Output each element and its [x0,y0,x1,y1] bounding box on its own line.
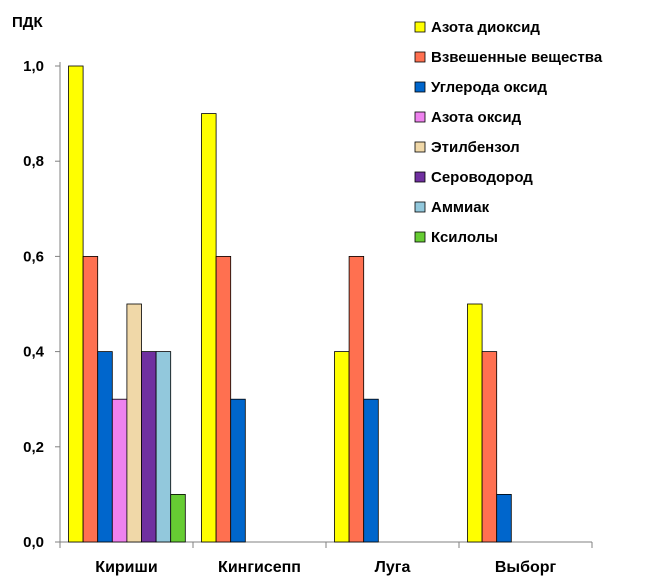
legend-swatch [414,231,426,243]
legend-swatch [414,111,426,123]
bars [68,65,512,543]
axes: 0,0 0,2 0,4 0,6 0,8 1,0 Кириши Кингисепп Луга Выб… [23,58,593,576]
legend-label: Азота оксид [431,109,522,126]
bar [348,255,365,543]
legend-label: Взвешенные вещества [431,49,603,66]
legend-label: Аммиак [431,199,490,216]
x-tick-label: Кингисепп [218,559,301,576]
legend-swatch [414,51,426,63]
legend-label: Ксилолы [431,229,498,246]
legend-swatch [414,141,426,153]
bar [111,398,128,543]
bar [334,351,350,543]
bar [467,303,483,543]
y-tick-label: 0,6 [23,248,44,265]
bar [496,493,512,543]
x-tick-label: Кириши [95,559,157,576]
bar [141,351,157,543]
bar [97,351,113,543]
legend: Азота диоксид Взвешенные вещества Углерода… [414,19,603,246]
y-tick-label: 0,4 [23,344,45,361]
legend-swatch [414,81,426,93]
bar [481,351,498,543]
legend-swatch [414,171,426,183]
legend-swatch [414,201,426,213]
bar [126,303,142,543]
y-tick-label: 1,0 [23,58,44,75]
bar [68,65,84,543]
legend-label: Азота диоксид [431,19,540,36]
legend-label: Этилбензол [431,139,520,156]
bar [201,113,217,543]
legend-label: Углерода оксид [431,79,548,96]
y-tick-label: 0,2 [23,439,44,456]
x-tick-label: Выборг [495,559,557,576]
bar [215,255,232,543]
legend-swatch [414,21,426,33]
bar [82,255,99,543]
bar [170,493,186,543]
legend-label: Сероводород [431,169,533,186]
bar [230,398,246,543]
y-tick-label: 0,0 [23,534,44,551]
bar [363,398,379,543]
y-tick-label: 0,8 [23,153,44,170]
bar [155,351,172,543]
y-axis-label: ПДК [12,14,43,31]
x-tick-label: Луга [375,559,411,576]
